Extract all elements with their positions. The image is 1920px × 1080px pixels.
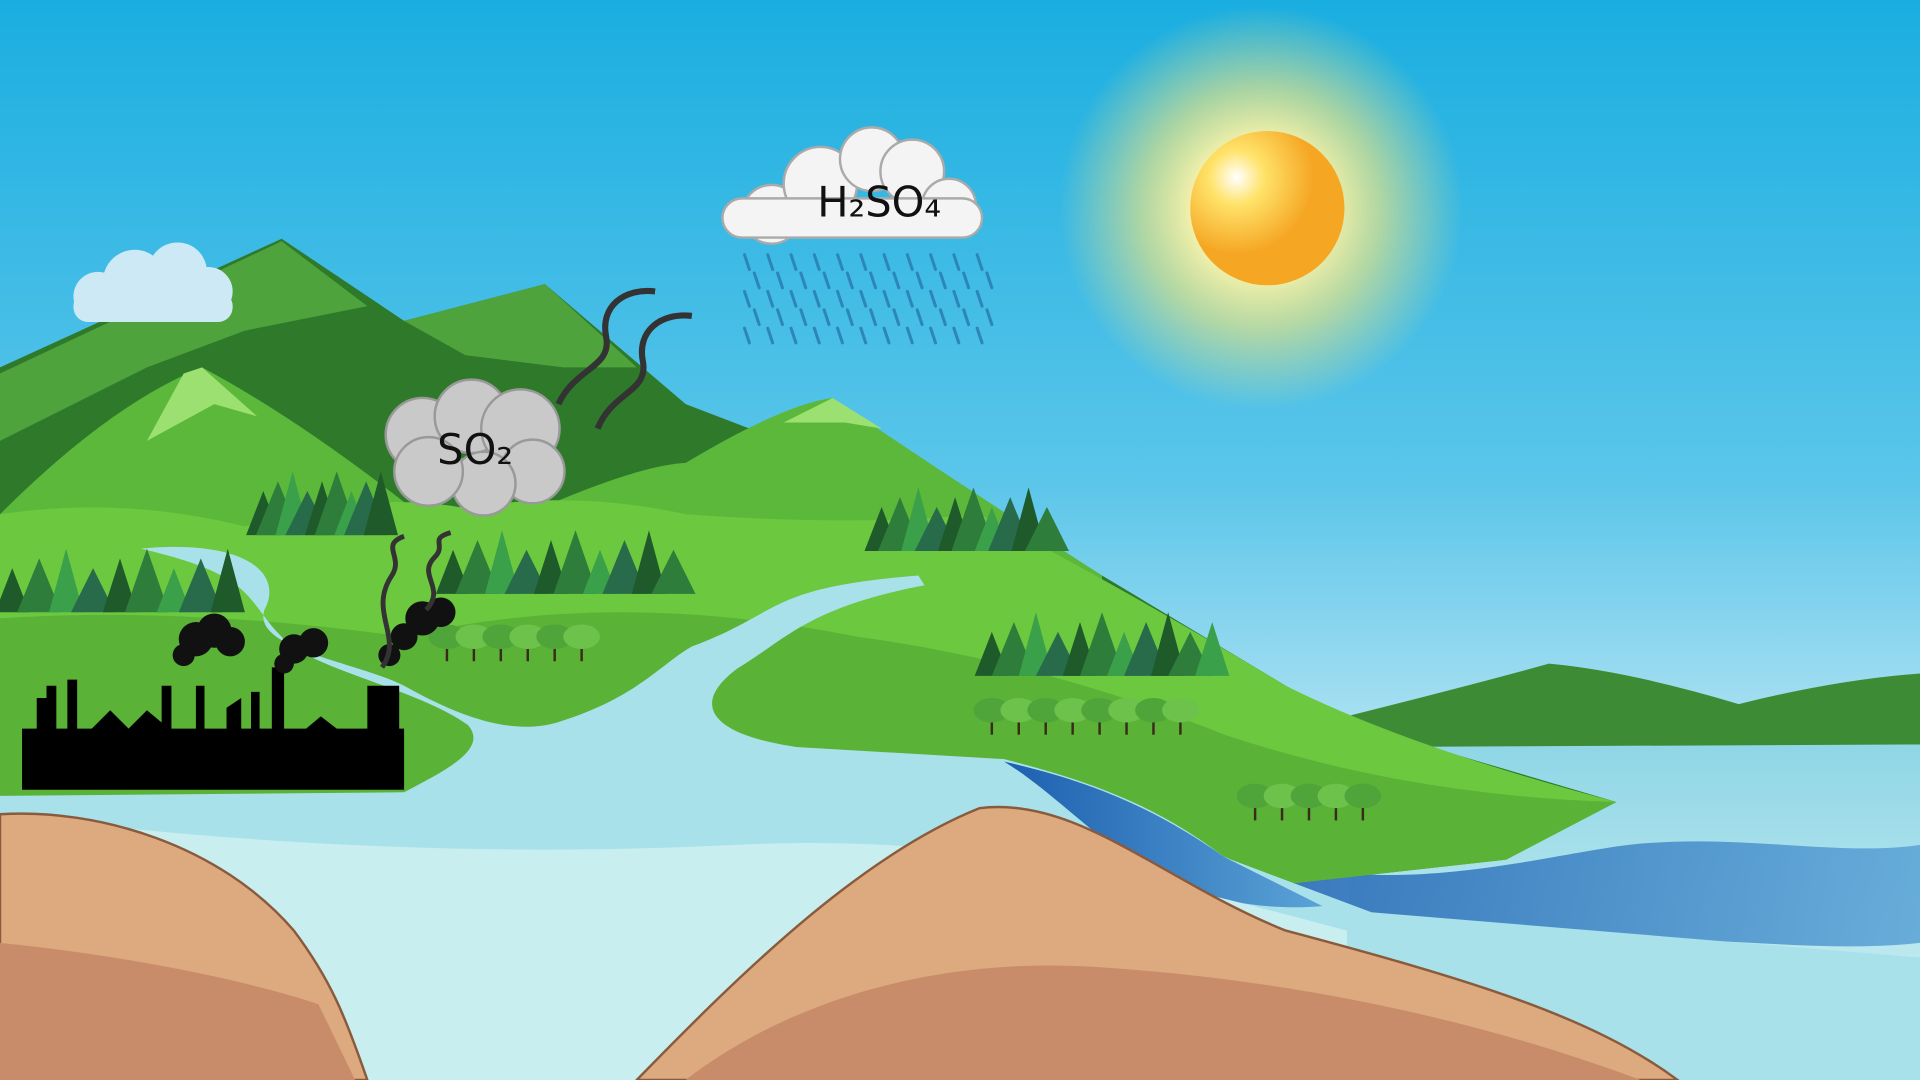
small-cloud [73,291,232,322]
smoke [173,644,195,666]
tree-crown [563,624,600,648]
page: H₂SO₄ SO₂ (() => { const data = JSON.par… [0,0,1920,1080]
sun [1059,6,1463,410]
cloud-label: SO₂ [437,425,513,474]
tree-crown [1344,784,1381,808]
tree-crown [1162,698,1199,722]
cloud-label: H₂SO₄ [817,178,941,227]
smoke [274,654,294,674]
scene: H₂SO₄ SO₂ [0,0,1920,1080]
sun [1190,131,1344,285]
smoke [299,628,328,657]
smoke [216,627,245,656]
